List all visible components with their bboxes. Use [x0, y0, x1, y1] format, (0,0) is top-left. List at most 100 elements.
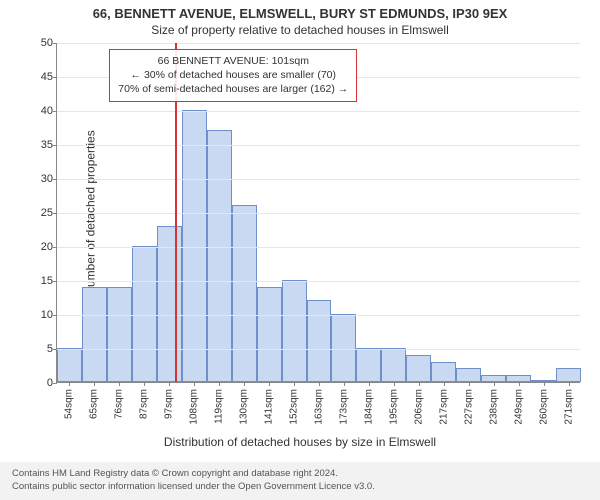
x-tick-mark [344, 382, 345, 386]
histogram-bar [556, 368, 581, 382]
y-tick-mark [53, 145, 57, 146]
x-tick-mark [394, 382, 395, 386]
x-tick-mark [369, 382, 370, 386]
histogram-bar [456, 368, 481, 382]
x-tick-label: 141sqm [264, 389, 275, 425]
y-tick-label: 25 [27, 207, 53, 219]
y-tick-label: 5 [27, 343, 53, 355]
annotation-box: 66 BENNETT AVENUE: 101sqm← 30% of detach… [109, 49, 357, 102]
chart-container: 66, BENNETT AVENUE, ELMSWELL, BURY ST ED… [0, 0, 600, 500]
histogram-bar [406, 355, 431, 382]
histogram-bar [282, 280, 307, 382]
y-tick-mark [53, 383, 57, 384]
y-tick-mark [53, 111, 57, 112]
chart-title-address: 66, BENNETT AVENUE, ELMSWELL, BURY ST ED… [0, 0, 600, 21]
x-tick-label: 249sqm [513, 389, 524, 425]
y-tick-label: 20 [27, 241, 53, 253]
x-tick-mark [544, 382, 545, 386]
y-tick-mark [53, 315, 57, 316]
histogram-bar [207, 130, 232, 382]
x-tick-label: 217sqm [438, 389, 449, 425]
y-tick-label: 40 [27, 105, 53, 117]
y-tick-label: 10 [27, 309, 53, 321]
x-tick-mark [169, 382, 170, 386]
x-tick-mark [319, 382, 320, 386]
x-tick-label: 163sqm [314, 389, 325, 425]
histogram-bar [232, 205, 257, 382]
histogram-bar [431, 362, 456, 382]
histogram-bar [57, 348, 82, 382]
x-tick-label: 152sqm [289, 389, 300, 425]
x-tick-label: 119sqm [214, 389, 225, 424]
histogram-bar [307, 300, 332, 382]
y-tick-label: 0 [27, 377, 53, 389]
x-tick-label: 130sqm [239, 389, 250, 425]
x-tick-label: 87sqm [139, 389, 150, 419]
grid-line [57, 145, 580, 146]
plot-area-wrap: Number of detached properties 0510152025… [56, 43, 580, 383]
histogram-bar [157, 226, 182, 382]
x-tick-mark [269, 382, 270, 386]
x-tick-mark [469, 382, 470, 386]
x-tick-mark [219, 382, 220, 386]
x-axis-title: Distribution of detached houses by size … [0, 435, 600, 449]
histogram-bar [331, 314, 356, 382]
y-tick-mark [53, 77, 57, 78]
y-tick-mark [53, 213, 57, 214]
x-tick-label: 76sqm [114, 389, 125, 419]
x-tick-label: 54sqm [64, 389, 75, 419]
grid-line [57, 43, 580, 44]
y-tick-label: 45 [27, 71, 53, 83]
histogram-bar [481, 375, 506, 382]
y-tick-label: 50 [27, 37, 53, 49]
x-tick-label: 184sqm [363, 389, 374, 425]
x-tick-mark [94, 382, 95, 386]
chart-subtitle: Size of property relative to detached ho… [0, 21, 600, 43]
grid-line [57, 179, 580, 180]
x-tick-label: 271sqm [563, 389, 574, 425]
x-tick-label: 108sqm [189, 389, 200, 425]
grid-line [57, 349, 580, 350]
x-tick-label: 195sqm [388, 389, 399, 425]
x-tick-mark [119, 382, 120, 386]
x-tick-mark [444, 382, 445, 386]
histogram-bar [132, 246, 157, 382]
grid-line [57, 315, 580, 316]
x-tick-mark [144, 382, 145, 386]
histogram-bar [356, 348, 381, 382]
footer-line2: Contains public sector information licen… [12, 481, 588, 494]
grid-line [57, 111, 580, 112]
x-tick-label: 173sqm [338, 389, 349, 425]
histogram-bar [381, 348, 406, 382]
x-tick-mark [69, 382, 70, 386]
grid-line [57, 281, 580, 282]
y-tick-mark [53, 179, 57, 180]
y-tick-label: 30 [27, 173, 53, 185]
annotation-line3: 70% of semi-detached houses are larger (… [118, 82, 348, 96]
x-tick-mark [244, 382, 245, 386]
x-tick-mark [494, 382, 495, 386]
footer-line1: Contains HM Land Registry data © Crown c… [12, 468, 588, 481]
histogram-bar [82, 287, 107, 382]
y-tick-label: 35 [27, 139, 53, 151]
annotation-line1: 66 BENNETT AVENUE: 101sqm [118, 54, 348, 68]
y-tick-mark [53, 247, 57, 248]
x-tick-mark [569, 382, 570, 386]
x-tick-label: 65sqm [89, 389, 100, 419]
y-tick-mark [53, 43, 57, 44]
x-tick-mark [519, 382, 520, 386]
histogram-bar [506, 375, 531, 382]
y-tick-label: 15 [27, 275, 53, 287]
x-tick-mark [294, 382, 295, 386]
histogram-bar [257, 287, 282, 382]
x-tick-mark [419, 382, 420, 386]
histogram-bar [107, 287, 132, 382]
histogram-bar [182, 110, 207, 382]
x-tick-mark [194, 382, 195, 386]
grid-line [57, 213, 580, 214]
y-tick-mark [53, 349, 57, 350]
x-tick-label: 97sqm [164, 389, 175, 419]
x-tick-label: 227sqm [463, 389, 474, 425]
x-tick-label: 206sqm [413, 389, 424, 425]
grid-line [57, 247, 580, 248]
